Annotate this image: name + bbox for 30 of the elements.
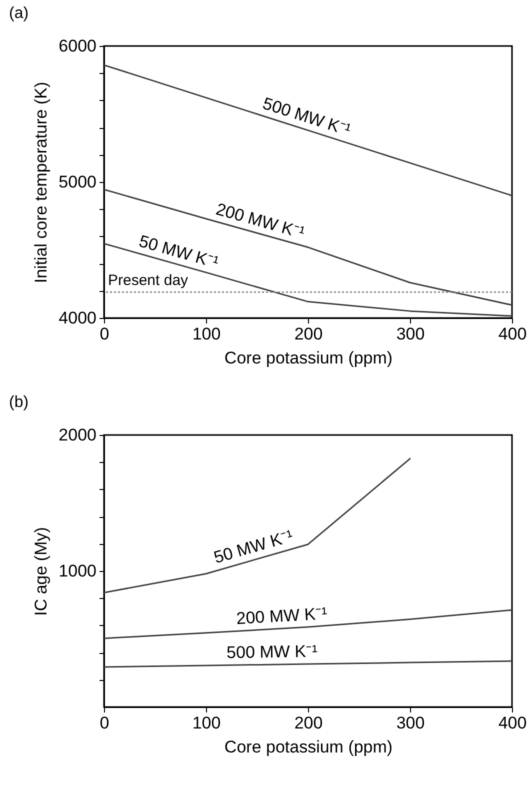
x-tick-label: 100 <box>192 324 221 344</box>
x-tick-label: 400 <box>498 324 527 344</box>
x-axis-title: Core potassium (ppm) <box>224 738 393 756</box>
y-axis-title: IC age (My) <box>32 527 51 616</box>
x-tick-label: 0 <box>100 324 110 344</box>
chart-title: (a) <box>9 5 29 22</box>
annotation: 200 MW K⁻¹ <box>236 604 328 628</box>
x-tick-label: 100 <box>192 714 221 732</box>
x-tick-label: 300 <box>396 714 425 732</box>
line-series <box>104 188 512 306</box>
annotation: 500 MW K⁻¹ <box>260 94 354 140</box>
y-tick-label: 4000 <box>58 308 96 328</box>
x-tick-label: 400 <box>498 714 527 732</box>
line-series <box>104 609 512 640</box>
y-tick-label: 2000 <box>58 426 96 444</box>
x-tick-label: 200 <box>294 324 323 344</box>
y-tick-label: 1000 <box>58 562 96 580</box>
annotation: 500 MW K⁻¹ <box>226 642 318 662</box>
x-tick-label: 0 <box>100 714 110 732</box>
ref-line-label: Present day <box>108 272 189 290</box>
x-tick-label: 200 <box>294 714 323 732</box>
y-axis-title: Initial core temperature (K) <box>32 82 51 284</box>
x-tick-label: 300 <box>396 324 425 344</box>
y-tick-label: 6000 <box>58 36 96 56</box>
annotation: 50 MW K⁻¹ <box>212 526 296 568</box>
x-axis-title: Core potassium (ppm) <box>224 348 393 368</box>
line-series <box>104 458 411 594</box>
chart-title: (b) <box>9 394 29 411</box>
y-tick-label: 5000 <box>58 172 96 192</box>
line-series <box>104 64 512 196</box>
